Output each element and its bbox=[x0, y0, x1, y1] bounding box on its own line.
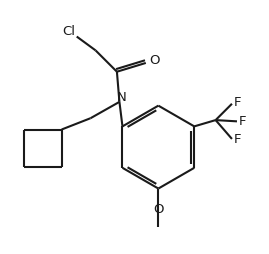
Text: N: N bbox=[116, 91, 126, 104]
Text: O: O bbox=[149, 54, 160, 67]
Text: F: F bbox=[239, 115, 246, 128]
Text: Cl: Cl bbox=[63, 25, 76, 38]
Text: O: O bbox=[153, 203, 164, 216]
Text: F: F bbox=[234, 133, 241, 147]
Text: F: F bbox=[234, 96, 241, 109]
